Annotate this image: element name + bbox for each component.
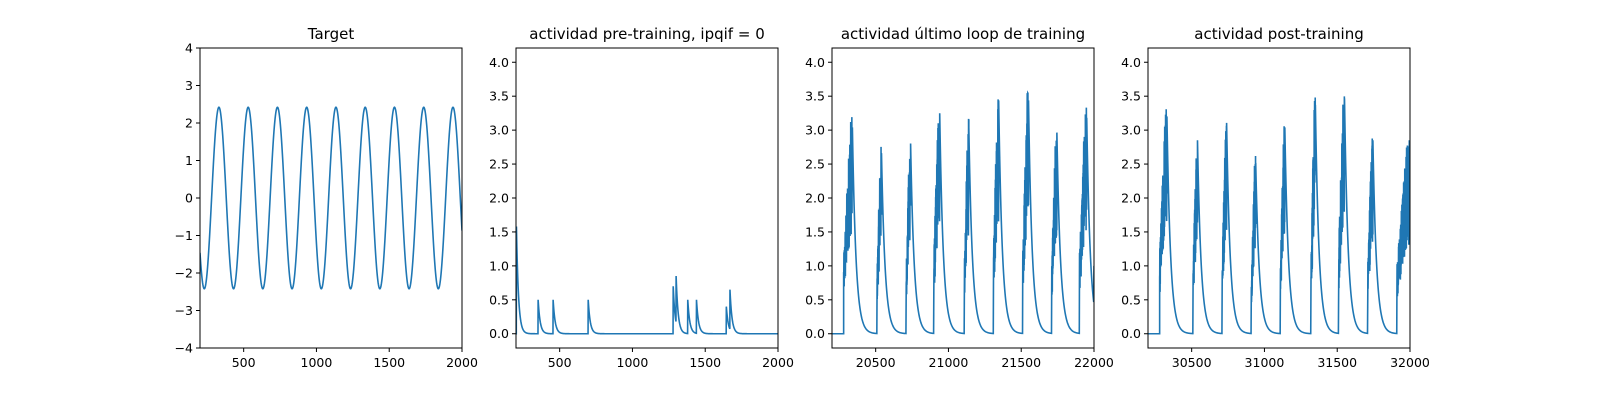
y-tick-label: 4 <box>185 41 193 56</box>
y-tick-label: 3.5 <box>805 89 825 104</box>
y-tick-label: 2 <box>185 116 193 131</box>
y-tick-label: −3 <box>175 303 193 318</box>
y-tick-label: 1.0 <box>489 258 509 273</box>
y-tick-label: 0.5 <box>805 292 825 307</box>
subplot-2: actividad pre-training, ipqif = 0 500 1000… <box>489 25 794 370</box>
subplot-title: Target <box>307 25 355 43</box>
axes-frame <box>515 47 779 349</box>
y-tick-label: 4.0 <box>489 55 509 70</box>
subplot-title: actividad post-training <box>1194 25 1363 43</box>
x-tick-label: 20500 <box>856 355 896 370</box>
y-tick-label: 3.0 <box>1121 123 1141 138</box>
y-tick-label: 2.5 <box>1121 157 1141 172</box>
x-tick-label: 31500 <box>1317 355 1357 370</box>
y-tick-label: 1.0 <box>1121 258 1141 273</box>
y-tick-label: 0.5 <box>1121 292 1141 307</box>
series-line <box>516 226 778 335</box>
y-tick-label: −4 <box>175 341 193 356</box>
x-tick-label: 1500 <box>373 355 405 370</box>
x-tick-label: 1500 <box>689 355 721 370</box>
y-tick-label: 2.0 <box>489 191 509 206</box>
axes-frame <box>199 47 463 349</box>
y-tick-label: 3.5 <box>489 89 509 104</box>
y-tick-label: 1.5 <box>1121 224 1141 239</box>
x-tick-label: 21000 <box>929 355 969 370</box>
y-tick-label: 0.5 <box>489 292 509 307</box>
x-tick-label: 22000 <box>1074 355 1114 370</box>
y-tick-label: 2.0 <box>805 191 825 206</box>
y-tick-label: 1 <box>185 153 193 168</box>
y-tick-label: 1.5 <box>489 224 509 239</box>
y-tick-label: 2.5 <box>805 157 825 172</box>
subplot-4: actividad post-training 30500 31000 31500 32… <box>1121 25 1430 370</box>
series-line <box>1148 96 1410 335</box>
y-tick-label: 1.5 <box>805 224 825 239</box>
series-line <box>200 106 462 290</box>
y-tick-label: 3 <box>185 78 193 93</box>
x-tick-label: 30500 <box>1172 355 1212 370</box>
y-tick-label: 0.0 <box>805 326 825 341</box>
x-tick-label: 1000 <box>301 355 333 370</box>
y-tick-label: 4.0 <box>805 55 825 70</box>
y-tick-label: 0.0 <box>489 326 509 341</box>
x-tick-label: 21500 <box>1001 355 1041 370</box>
y-tick-label: 3.0 <box>489 123 509 138</box>
x-tick-label: 31000 <box>1245 355 1285 370</box>
x-tick-label: 32000 <box>1390 355 1430 370</box>
x-tick-label: 1000 <box>617 355 649 370</box>
x-tick-label: 500 <box>232 355 256 370</box>
y-tick-label: 1.0 <box>805 258 825 273</box>
series-line <box>832 90 1094 335</box>
y-tick-label: 0 <box>185 191 193 206</box>
y-tick-label: 3.0 <box>805 123 825 138</box>
subplot-3: actividad último loop de training 20500 21… <box>805 25 1114 370</box>
y-tick-label: 3.5 <box>1121 89 1141 104</box>
subplot-title: actividad último loop de training <box>841 25 1085 43</box>
y-tick-label: 2.0 <box>1121 191 1141 206</box>
y-tick-label: −1 <box>175 228 193 243</box>
x-tick-label: 2000 <box>446 355 478 370</box>
subplot-1: Target 500 1000 1500 2000 −4 −3 −2 −1 0 1 2 3 4 <box>175 25 478 370</box>
y-tick-label: 2.5 <box>489 157 509 172</box>
x-tick-label: 2000 <box>762 355 794 370</box>
y-tick-label: 4.0 <box>1121 55 1141 70</box>
subplot-title: actividad pre-training, ipqif = 0 <box>529 25 765 43</box>
y-tick-label: 0.0 <box>1121 326 1141 341</box>
y-tick-label: −2 <box>175 266 193 281</box>
x-tick-label: 500 <box>548 355 572 370</box>
